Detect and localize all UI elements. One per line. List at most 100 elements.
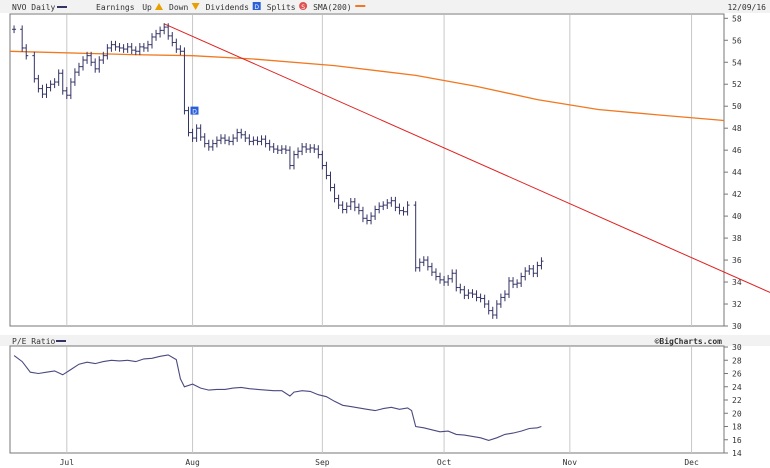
legend: NVO Daily Earnings Up Down Dividends D Splits S… <box>12 2 366 12</box>
price-bar <box>60 69 65 95</box>
price-bar <box>72 68 77 86</box>
price-bar <box>535 261 540 278</box>
price-bar <box>267 139 272 151</box>
pe-label: P/E Ratio <box>12 337 56 346</box>
y-tick-label: 32 <box>732 300 742 309</box>
x-tick-label: Jul <box>60 458 75 467</box>
price-bar <box>186 106 191 137</box>
split-badge-icon <box>299 2 308 10</box>
price-bar <box>129 43 134 55</box>
y-tick-label: 44 <box>732 168 742 177</box>
price-gridlines <box>66 15 693 326</box>
x-tick-label: Dec <box>684 458 699 467</box>
y-tick-label: 58 <box>732 14 742 23</box>
x-tick-label: Aug <box>185 458 200 467</box>
price-bar <box>324 161 329 180</box>
price-bar <box>405 201 410 216</box>
price-bar <box>336 194 341 209</box>
price-bar <box>519 272 524 287</box>
price-bar <box>162 23 167 35</box>
price-bar <box>438 272 443 284</box>
price-bar <box>389 196 394 207</box>
price-bar <box>137 43 142 56</box>
dividend-badge-icon <box>190 106 199 115</box>
price-bar <box>486 300 491 315</box>
price-bar <box>365 214 369 225</box>
price-bar <box>81 56 86 71</box>
price-bar <box>291 150 296 170</box>
price-bar <box>68 78 73 100</box>
price-bar <box>373 205 378 220</box>
trendline <box>163 23 770 293</box>
price-bar <box>442 275 447 286</box>
price-bar <box>20 25 25 52</box>
y-tick-label: 14 <box>732 449 742 458</box>
price-bar <box>133 46 138 56</box>
price-bar <box>381 201 386 211</box>
legend-item-label: Splits <box>267 3 296 12</box>
price-bar <box>231 134 236 146</box>
y-tick-label: 52 <box>732 80 742 89</box>
y-tick-label: 34 <box>732 278 742 287</box>
price-bar <box>506 277 511 298</box>
price-bar <box>210 139 215 151</box>
price-bar <box>255 136 260 146</box>
price-bar <box>97 56 102 73</box>
price-bar <box>101 51 106 64</box>
y-tick-label: 18 <box>732 423 742 432</box>
badge-letter: D <box>254 4 259 11</box>
price-bar <box>259 135 264 146</box>
price-bar <box>433 268 438 281</box>
sma-line-icon <box>355 5 366 7</box>
y-tick-label: 50 <box>732 102 742 111</box>
price-bar <box>141 43 146 52</box>
triangle-up-icon <box>155 3 163 10</box>
price-bar <box>470 289 475 298</box>
price-bar <box>166 23 171 40</box>
price-bar <box>413 201 418 272</box>
price-bar <box>490 306 495 319</box>
price-bar <box>320 150 325 170</box>
price-bar <box>377 202 382 214</box>
price-bar <box>474 290 479 302</box>
price-bar <box>12 25 17 34</box>
price-bar <box>283 145 288 155</box>
price-bar <box>247 134 252 146</box>
price-bar <box>397 203 402 215</box>
price-bar <box>511 277 516 289</box>
price-bar <box>502 290 507 302</box>
price-bar <box>308 144 313 153</box>
price-bar <box>202 133 207 148</box>
y-tick-label: 48 <box>732 124 742 133</box>
price-bar <box>393 196 398 212</box>
price-bar <box>89 51 94 67</box>
price-bar <box>223 134 228 145</box>
legend-item-label: Dividends <box>206 3 250 12</box>
x-tick-label: Sep <box>315 458 330 467</box>
price-bar <box>194 124 199 142</box>
price-bar <box>64 86 69 100</box>
legend-item-label: Earnings <box>96 3 135 12</box>
pe-header <box>0 335 770 346</box>
price-bar <box>198 124 203 141</box>
price-bar <box>121 44 126 53</box>
price-bar <box>312 144 317 153</box>
price-bar <box>425 256 430 271</box>
price-bar <box>356 203 361 215</box>
price-bar <box>304 143 309 153</box>
price-bar <box>401 206 406 216</box>
price-bar <box>494 300 499 319</box>
price-bar <box>125 43 130 53</box>
price-bar <box>539 257 544 270</box>
price-bar <box>287 146 292 170</box>
price-bar <box>149 33 154 49</box>
price-bar <box>527 265 532 275</box>
price-bar <box>478 293 483 303</box>
price-bar <box>348 197 353 211</box>
y-tick-label: 46 <box>732 146 742 155</box>
price-bar <box>174 38 179 53</box>
price-bar <box>105 44 110 60</box>
price-bar <box>56 69 61 86</box>
price-bar <box>24 44 29 60</box>
